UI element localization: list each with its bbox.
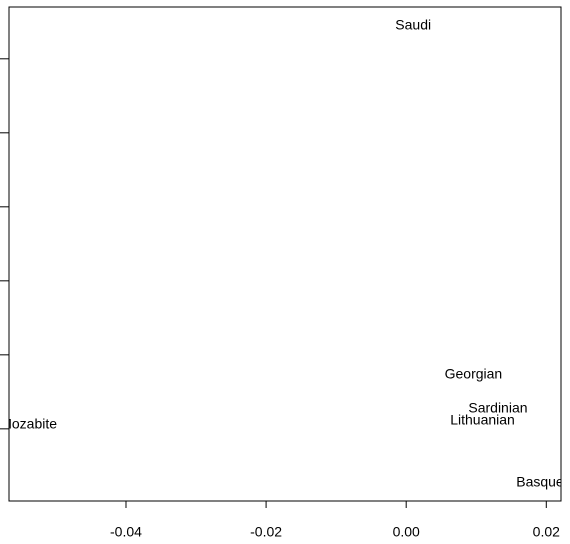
x-tick-label: -0.04 bbox=[110, 524, 142, 540]
point-label: Georgian bbox=[445, 366, 503, 382]
point-label: Saudi bbox=[395, 17, 431, 33]
point-label: Mozabite bbox=[0, 415, 57, 431]
point-label: Sardinian bbox=[468, 400, 527, 416]
x-tick-label: -0.02 bbox=[250, 524, 282, 540]
point-label: Lithuanian bbox=[450, 411, 515, 427]
point-label: Basque bbox=[516, 474, 564, 490]
x-tick-label: 0.02 bbox=[533, 524, 560, 540]
x-tick-label: 0.00 bbox=[393, 524, 420, 540]
plot-frame bbox=[8, 6, 562, 502]
